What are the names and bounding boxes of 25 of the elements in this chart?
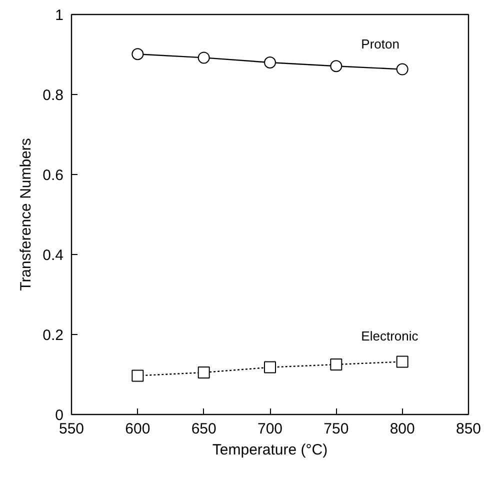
point [198,52,210,64]
x-tick-label: 750 [324,420,349,438]
x-tick-label: 800 [390,420,415,438]
point [264,361,276,374]
y-tick-label: 0.2 [42,327,64,344]
y-axis-title: Transference Numbers [18,138,35,291]
x-tick-label: 850 [456,420,482,438]
point [330,358,342,370]
x-tick-label: 600 [125,420,150,438]
y-tick-label: 0.6 [42,167,64,184]
point [132,48,144,60]
point [198,366,210,378]
point [264,56,276,68]
point [396,63,408,76]
x-axis-title: Temperature (°C) [212,442,328,458]
series-label: Electronic [361,328,419,344]
x-tick-label: 650 [191,420,216,438]
y-tick-label: 0.4 [42,247,64,264]
y-tick-label: 0.8 [42,87,64,104]
series-label: Proton [361,36,400,52]
point [330,60,342,72]
point [132,370,144,382]
point [396,356,408,368]
x-tick-label: 700 [257,420,283,438]
y-tick-label: 1 [55,7,64,24]
